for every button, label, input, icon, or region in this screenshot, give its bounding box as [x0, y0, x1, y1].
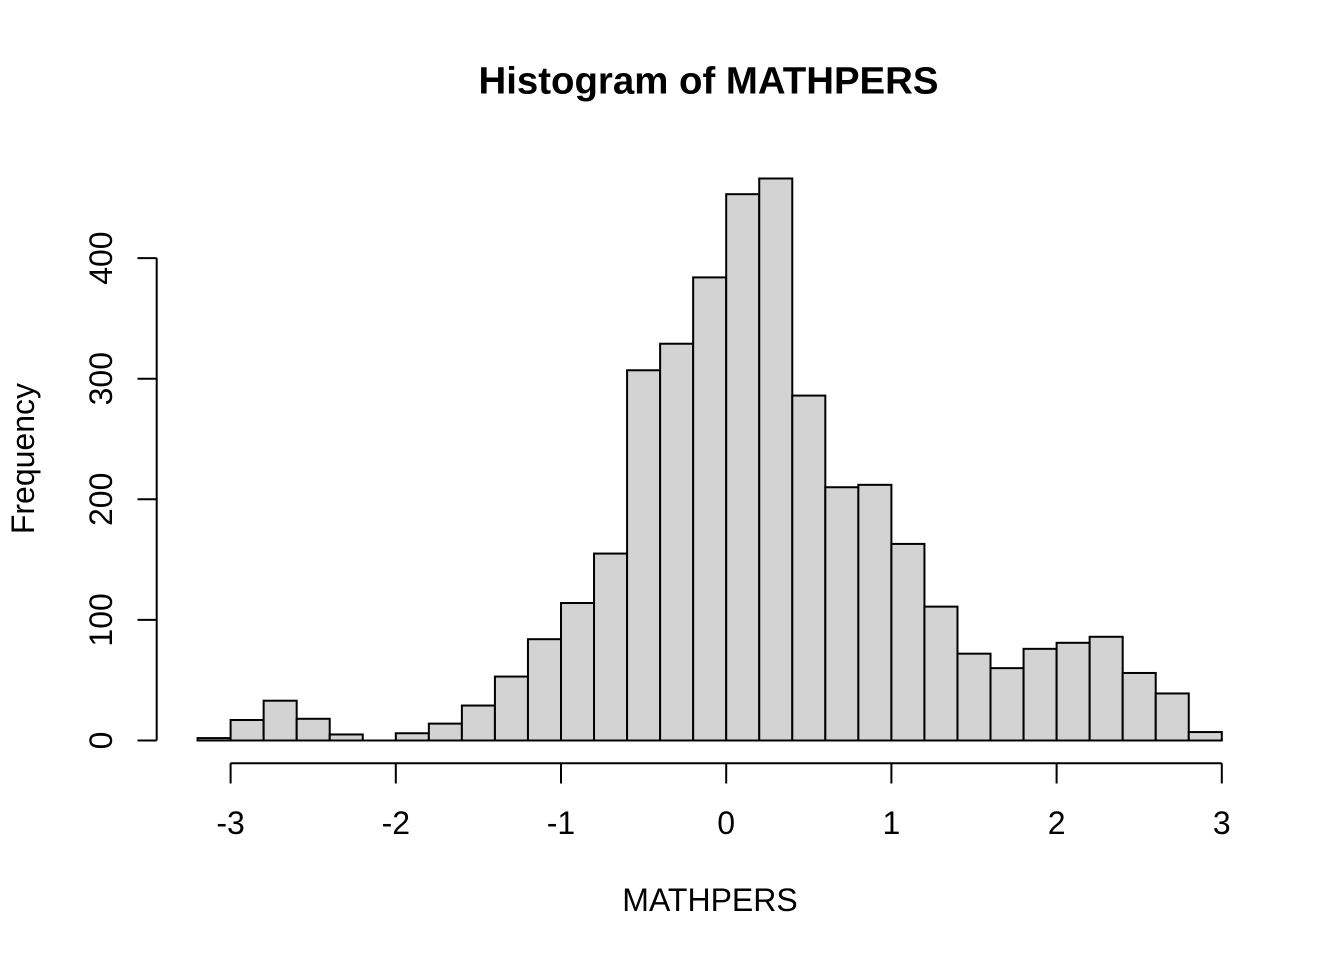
- svg-text:400: 400: [83, 231, 119, 284]
- svg-text:2: 2: [1048, 805, 1066, 841]
- svg-text:100: 100: [83, 593, 119, 646]
- svg-text:200: 200: [83, 473, 119, 526]
- svg-text:Histogram of MATHPERS: Histogram of MATHPERS: [479, 60, 939, 103]
- svg-text:Frequency: Frequency: [5, 383, 41, 534]
- svg-text:3: 3: [1213, 805, 1231, 841]
- svg-text:300: 300: [83, 352, 119, 405]
- svg-text:-2: -2: [382, 805, 410, 841]
- svg-text:0: 0: [717, 805, 735, 841]
- svg-text:-1: -1: [547, 805, 575, 841]
- svg-text:1: 1: [883, 805, 901, 841]
- svg-text:0: 0: [83, 732, 119, 750]
- svg-text:MATHPERS: MATHPERS: [622, 882, 797, 918]
- svg-text:-3: -3: [216, 805, 244, 841]
